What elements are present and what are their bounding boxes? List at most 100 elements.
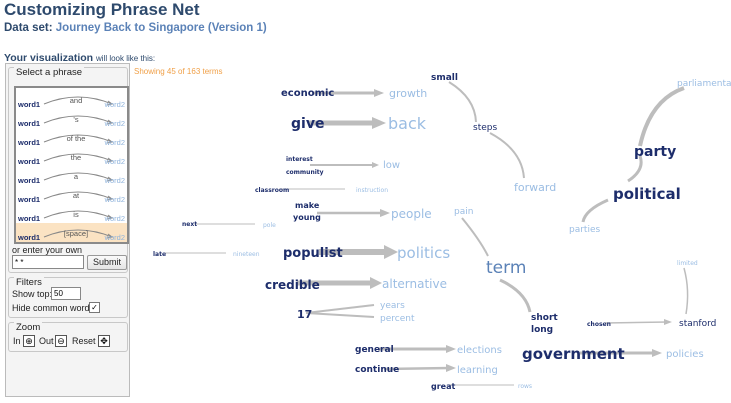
word-node[interactable]: continue bbox=[355, 365, 399, 375]
filters-legend: Filters bbox=[14, 277, 44, 288]
submit-button[interactable]: Submit bbox=[87, 255, 127, 270]
phrase-option[interactable]: word1 the word2 bbox=[16, 147, 127, 166]
phrase-connector: of the bbox=[66, 134, 86, 143]
phrase-option[interactable]: word1 's word2 bbox=[16, 109, 127, 128]
pattern-input[interactable] bbox=[12, 255, 84, 269]
word-node[interactable]: limited bbox=[677, 260, 698, 267]
word-node[interactable]: small bbox=[431, 73, 458, 83]
word-node[interactable]: alternative bbox=[382, 277, 447, 291]
word-node[interactable]: economic bbox=[281, 88, 334, 99]
phrase-arc-icon bbox=[43, 229, 114, 239]
arrowhead bbox=[384, 245, 398, 259]
phrase-arc-icon bbox=[43, 96, 114, 106]
word-node[interactable]: instruction bbox=[356, 187, 388, 194]
word-node[interactable]: 17 bbox=[297, 308, 312, 321]
word-node[interactable]: late bbox=[153, 251, 166, 258]
word-node[interactable]: government bbox=[522, 345, 625, 363]
zoom-legend: Zoom bbox=[14, 322, 43, 333]
zoom-reset-icon[interactable]: ✥ bbox=[98, 335, 110, 347]
arrowhead bbox=[446, 345, 456, 353]
word-node[interactable]: growth bbox=[389, 87, 427, 100]
arrowhead bbox=[652, 349, 662, 357]
word-node[interactable]: forward bbox=[514, 181, 556, 194]
word-node[interactable]: short bbox=[531, 313, 558, 323]
control-panel: Select a phrase word1 and word2 word1 's… bbox=[5, 63, 130, 397]
hide-common-checkbox[interactable]: ✓ bbox=[89, 302, 100, 313]
phrase-option[interactable]: word1 at word2 bbox=[16, 185, 127, 204]
word-node[interactable]: political bbox=[613, 185, 681, 203]
hide-common-label: Hide common words bbox=[12, 303, 95, 313]
your-visualization-label: Your visualization bbox=[4, 52, 94, 64]
phrase-word1: word1 bbox=[18, 195, 41, 204]
word-node[interactable]: nineteen bbox=[233, 251, 260, 258]
phrase-option[interactable]: word1 a word2 bbox=[16, 166, 127, 185]
phrase-arc-icon bbox=[43, 134, 114, 144]
word-node[interactable]: general bbox=[355, 345, 394, 355]
word-node[interactable]: parliamentary bbox=[677, 79, 731, 89]
phrase-option-selected[interactable]: word1 [space] word2 bbox=[16, 223, 127, 242]
word-node[interactable]: pain bbox=[454, 207, 473, 217]
word-node[interactable]: pole bbox=[263, 222, 276, 229]
enter-own-label: or enter your own bbox=[12, 245, 83, 255]
edge bbox=[383, 366, 451, 371]
showing-count: Showing 45 of 163 terms bbox=[134, 67, 223, 76]
word-node[interactable]: parties bbox=[569, 225, 600, 235]
word-node[interactable]: back bbox=[388, 114, 427, 133]
phrase-option[interactable]: word1 of the word2 bbox=[16, 128, 127, 147]
word-node[interactable]: chosen bbox=[587, 321, 611, 328]
word-node[interactable]: percent bbox=[380, 314, 415, 324]
word-node[interactable]: interest bbox=[286, 156, 313, 163]
zoom-fieldset: Zoom In ⊕ Out ⊖ Reset ✥ bbox=[8, 322, 128, 352]
word-node[interactable]: stanford bbox=[679, 319, 716, 329]
word-node[interactable]: give bbox=[291, 116, 324, 132]
word-node[interactable]: credible bbox=[265, 278, 320, 292]
edge bbox=[581, 198, 609, 223]
edge bbox=[604, 321, 669, 324]
zoom-in-label: In bbox=[13, 336, 21, 346]
arrowhead bbox=[374, 89, 384, 97]
your-visualization-heading: Your visualization will look like this: bbox=[4, 52, 155, 64]
word-node[interactable]: young bbox=[293, 213, 321, 222]
phrase-word1: word1 bbox=[18, 214, 41, 223]
phrase-option[interactable]: word1 is word2 bbox=[16, 204, 127, 223]
edge bbox=[683, 267, 689, 315]
word-node[interactable]: great bbox=[431, 382, 455, 391]
word-node[interactable]: years bbox=[380, 301, 405, 311]
word-node[interactable]: classroom bbox=[255, 187, 289, 194]
word-node[interactable]: steps bbox=[473, 123, 497, 133]
page-title: Customizing Phrase Net bbox=[4, 0, 200, 19]
word-node[interactable]: elections bbox=[457, 345, 502, 356]
phrase-option[interactable]: word1 and word2 bbox=[16, 90, 127, 109]
zoom-out-label: Out bbox=[39, 336, 54, 346]
word-node[interactable]: make bbox=[295, 201, 320, 210]
word-node[interactable]: long bbox=[531, 325, 553, 335]
zoom-in-icon[interactable]: ⊕ bbox=[23, 335, 35, 347]
show-top-input[interactable] bbox=[51, 287, 81, 300]
word-node[interactable]: community bbox=[286, 169, 324, 176]
phrase-word1: word1 bbox=[18, 233, 41, 242]
graph-arrowheads bbox=[370, 89, 672, 372]
phrase-word2: word2 bbox=[104, 119, 125, 128]
word-node[interactable]: populist bbox=[283, 246, 343, 261]
arrowhead bbox=[370, 277, 382, 289]
dataset-name: Journey Back to Singapore (Version 1) bbox=[55, 22, 267, 34]
word-node[interactable]: term bbox=[486, 258, 526, 278]
phrase-arc-icon bbox=[43, 191, 114, 201]
word-node[interactable]: politics bbox=[397, 244, 450, 262]
word-node[interactable]: people bbox=[391, 207, 432, 221]
word-node[interactable]: learning bbox=[457, 365, 498, 376]
zoom-reset-label: Reset bbox=[72, 336, 96, 346]
word-node[interactable]: rows bbox=[518, 383, 532, 390]
edge bbox=[627, 155, 643, 183]
select-phrase-fieldset: Select a phrase word1 and word2 word1 's… bbox=[8, 67, 129, 273]
phrase-arc-icon bbox=[43, 153, 114, 163]
phrase-word1: word1 bbox=[18, 157, 41, 166]
word-node[interactable]: policies bbox=[666, 349, 704, 360]
phrase-word1: word1 bbox=[18, 138, 41, 147]
phrase-word2: word2 bbox=[104, 195, 125, 204]
word-node[interactable]: low bbox=[383, 160, 400, 171]
word-node[interactable]: next bbox=[182, 221, 197, 228]
word-node[interactable]: party bbox=[634, 144, 676, 160]
zoom-out-icon[interactable]: ⊖ bbox=[55, 335, 67, 347]
phrase-connector: is bbox=[73, 210, 79, 219]
